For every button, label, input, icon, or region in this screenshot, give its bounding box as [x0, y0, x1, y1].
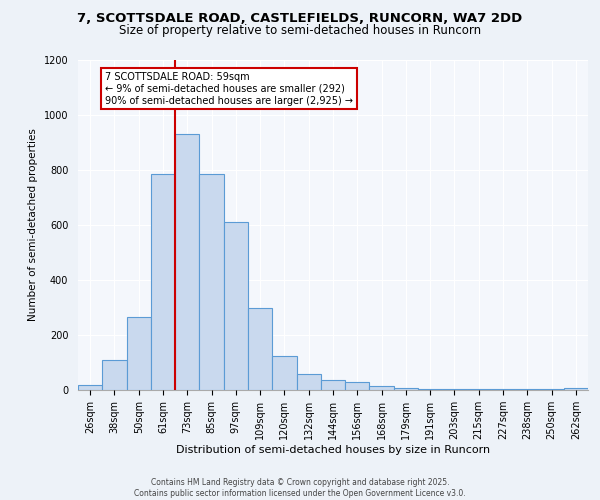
Text: Contains HM Land Registry data © Crown copyright and database right 2025.
Contai: Contains HM Land Registry data © Crown c…: [134, 478, 466, 498]
Text: 7, SCOTTSDALE ROAD, CASTLEFIELDS, RUNCORN, WA7 2DD: 7, SCOTTSDALE ROAD, CASTLEFIELDS, RUNCOR…: [77, 12, 523, 26]
Bar: [442, 388, 467, 390]
Bar: [467, 388, 491, 390]
X-axis label: Distribution of semi-detached houses by size in Runcorn: Distribution of semi-detached houses by …: [176, 445, 490, 455]
Bar: [296, 374, 321, 390]
Bar: [394, 388, 418, 390]
Bar: [151, 174, 175, 390]
Bar: [248, 308, 272, 390]
Bar: [272, 356, 296, 390]
Bar: [345, 382, 370, 390]
Bar: [78, 385, 102, 390]
Bar: [199, 174, 224, 390]
Bar: [127, 317, 151, 390]
Y-axis label: Number of semi-detached properties: Number of semi-detached properties: [28, 128, 38, 322]
Bar: [418, 388, 442, 390]
Bar: [370, 386, 394, 390]
Text: Size of property relative to semi-detached houses in Runcorn: Size of property relative to semi-detach…: [119, 24, 481, 37]
Bar: [564, 388, 588, 390]
Bar: [102, 360, 127, 390]
Bar: [175, 134, 199, 390]
Text: 7 SCOTTSDALE ROAD: 59sqm
← 9% of semi-detached houses are smaller (292)
90% of s: 7 SCOTTSDALE ROAD: 59sqm ← 9% of semi-de…: [105, 72, 353, 106]
Bar: [224, 222, 248, 390]
Bar: [321, 380, 345, 390]
